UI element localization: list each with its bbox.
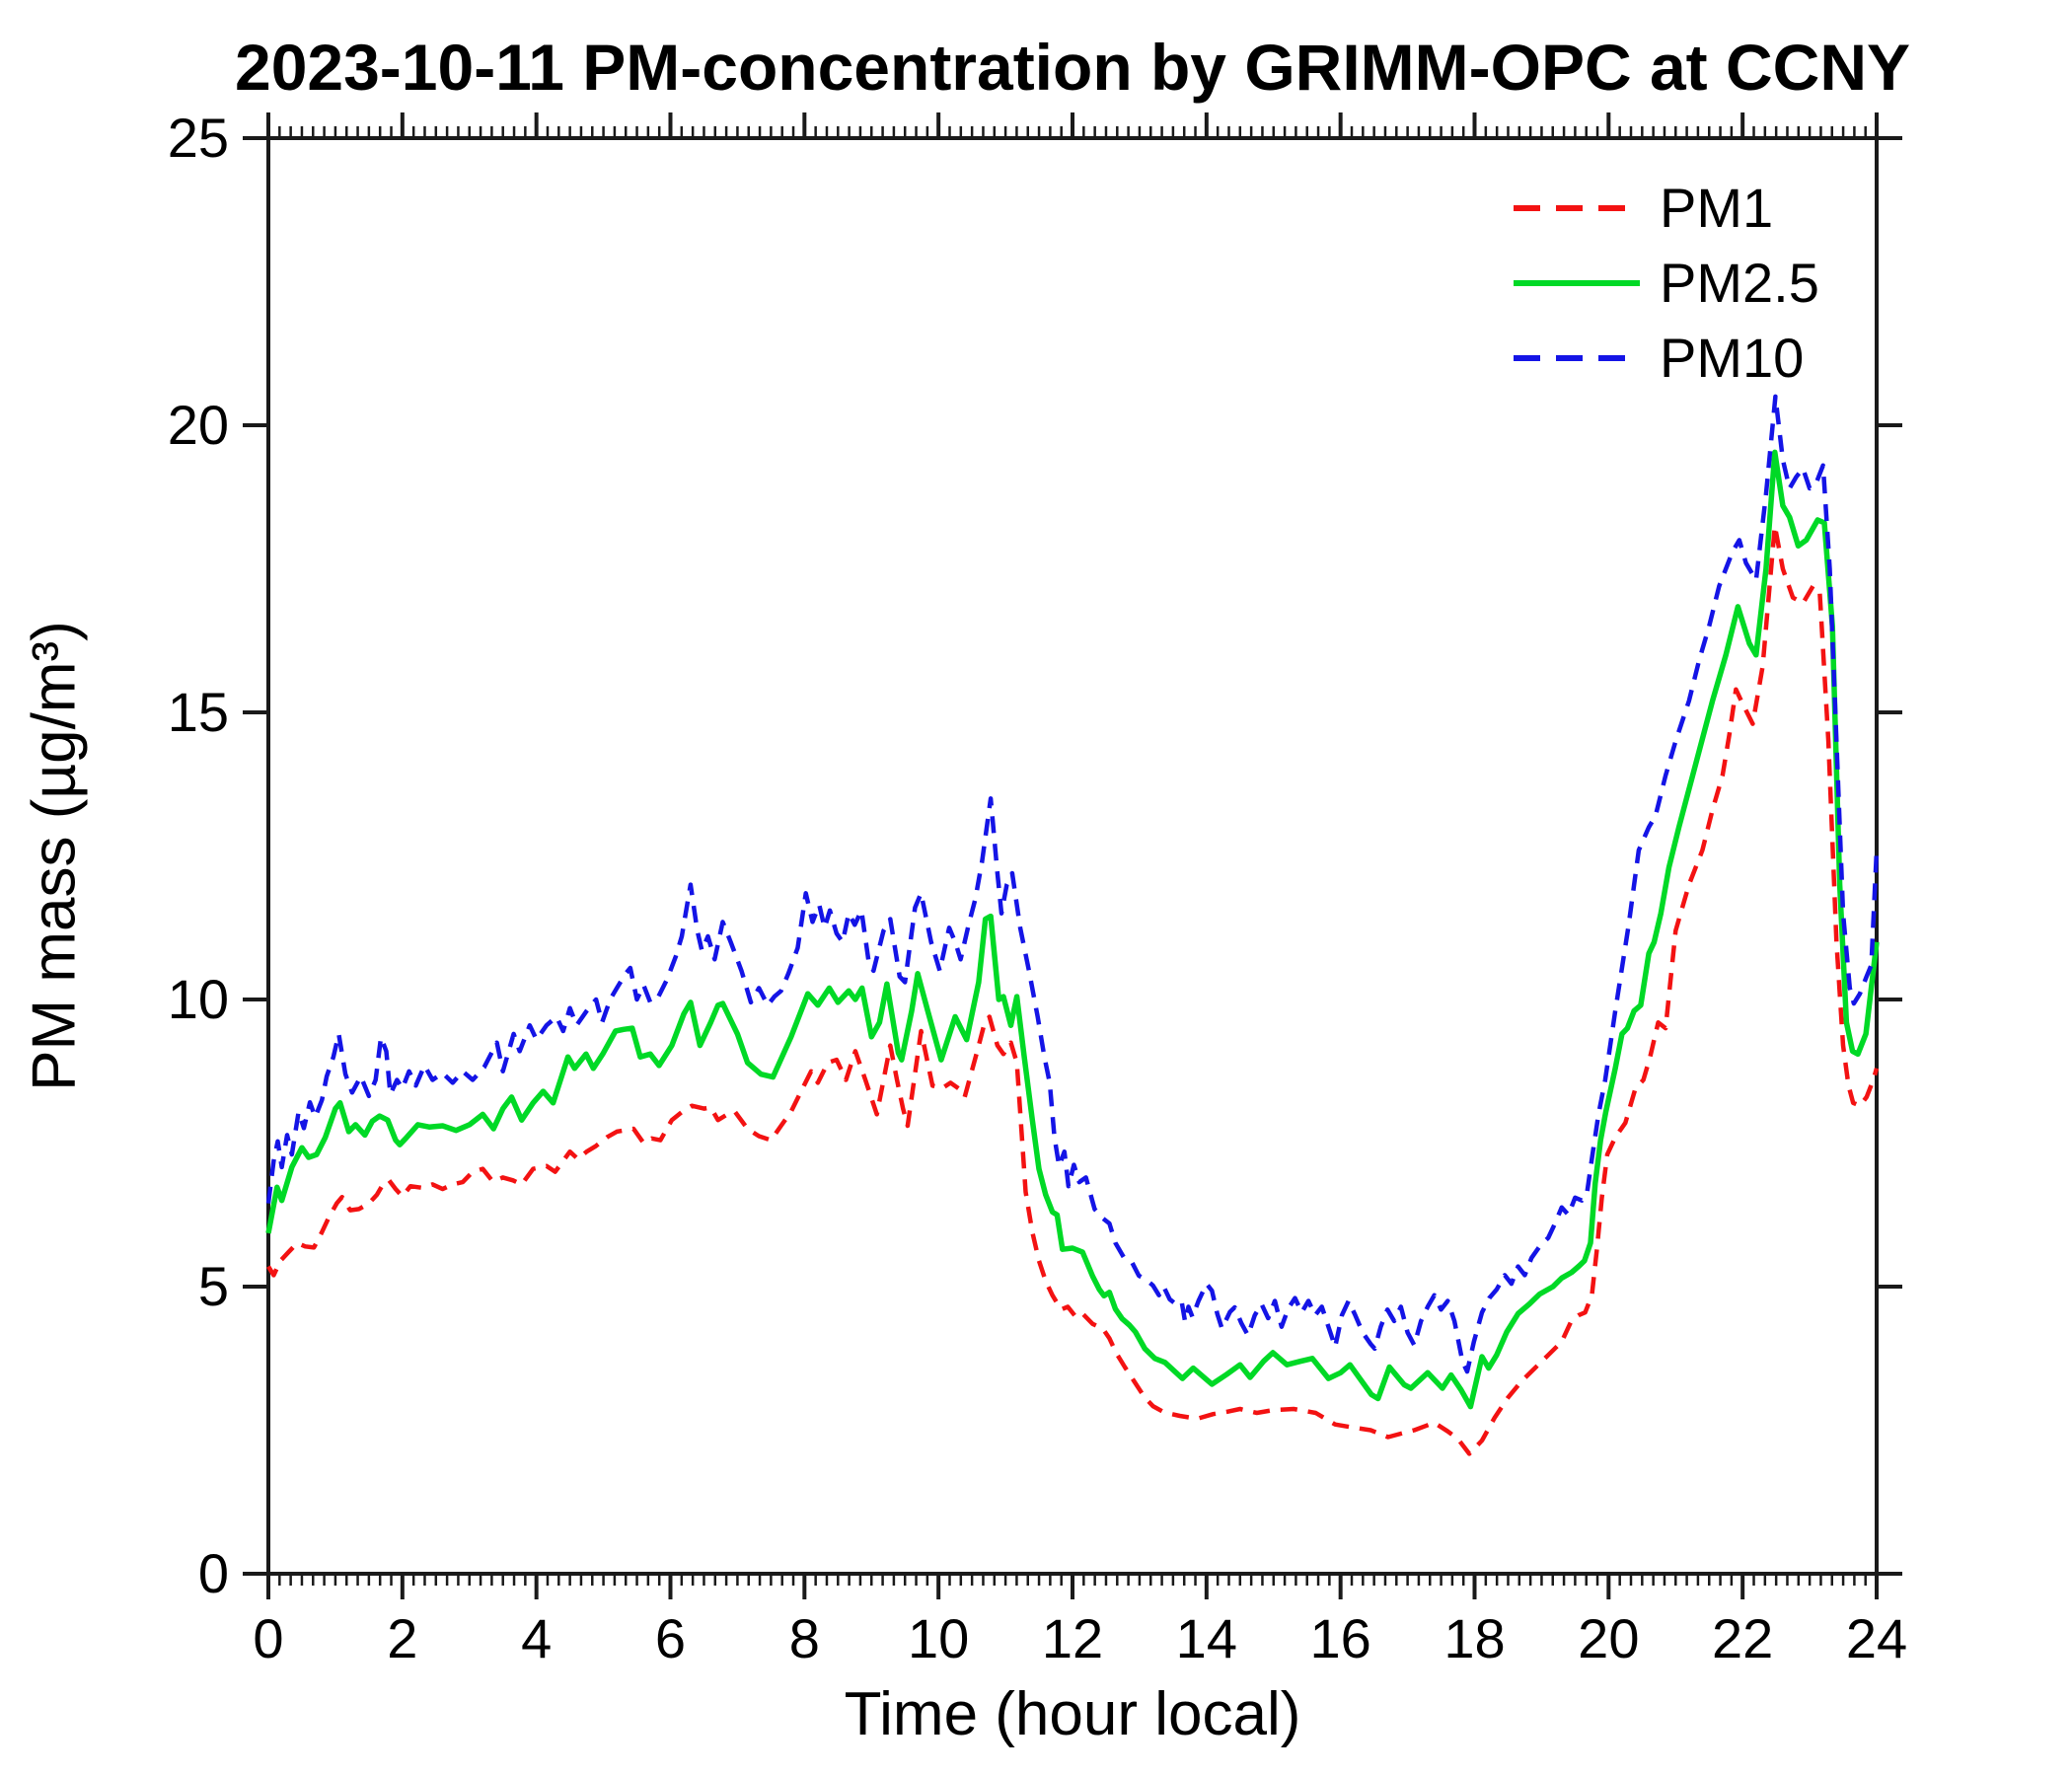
legend-line-sample: [1514, 355, 1640, 361]
legend-label: PM1: [1660, 177, 1774, 239]
y-tick-label: 5: [198, 1255, 229, 1317]
x-tick-label: 20: [1578, 1607, 1639, 1669]
x-tick-label: 2: [387, 1607, 417, 1669]
y-tick-label: 20: [168, 394, 229, 456]
legend-label: PM10: [1660, 327, 1805, 389]
legend: PM1 PM2.5 PM10: [1512, 178, 1819, 389]
x-tick-label: 8: [789, 1607, 820, 1669]
x-tick-label: 6: [655, 1607, 686, 1669]
x-tick-label: 10: [908, 1607, 969, 1669]
x-tick-label: 16: [1310, 1607, 1371, 1669]
x-axis-label: Time (hour local): [844, 1680, 1301, 1748]
series-line-pm10: [265, 394, 1880, 1374]
y-tick-label: 0: [198, 1542, 229, 1604]
legend-label: PM2.5: [1660, 252, 1819, 314]
legend-line-sample: [1514, 280, 1640, 286]
legend-line-sample: [1514, 205, 1640, 211]
x-tick-label: 12: [1042, 1607, 1103, 1669]
y-tick-label: 25: [168, 107, 229, 169]
legend-item-pm2-5: PM2.5: [1512, 253, 1819, 314]
x-tick-label: 24: [1846, 1607, 1907, 1669]
x-tick-label: 4: [521, 1607, 552, 1669]
series-line-pm2-5: [265, 449, 1880, 1410]
x-tick-label: 14: [1176, 1607, 1237, 1669]
x-tick-label: 0: [253, 1607, 283, 1669]
y-tick-label: 10: [168, 968, 229, 1030]
x-tick-label: 18: [1443, 1607, 1505, 1669]
series-line-pm1: [266, 523, 1880, 1456]
y-tick-label: 15: [168, 681, 229, 743]
legend-item-pm1: PM1: [1512, 178, 1819, 239]
legend-item-pm10: PM10: [1512, 328, 1819, 389]
x-tick-label: 22: [1712, 1607, 1773, 1669]
chart-title: 2023-10-11 PM-concentration by GRIMM-OPC…: [234, 31, 1911, 104]
y-axis-label: PM mass (µg/m³): [20, 621, 89, 1091]
